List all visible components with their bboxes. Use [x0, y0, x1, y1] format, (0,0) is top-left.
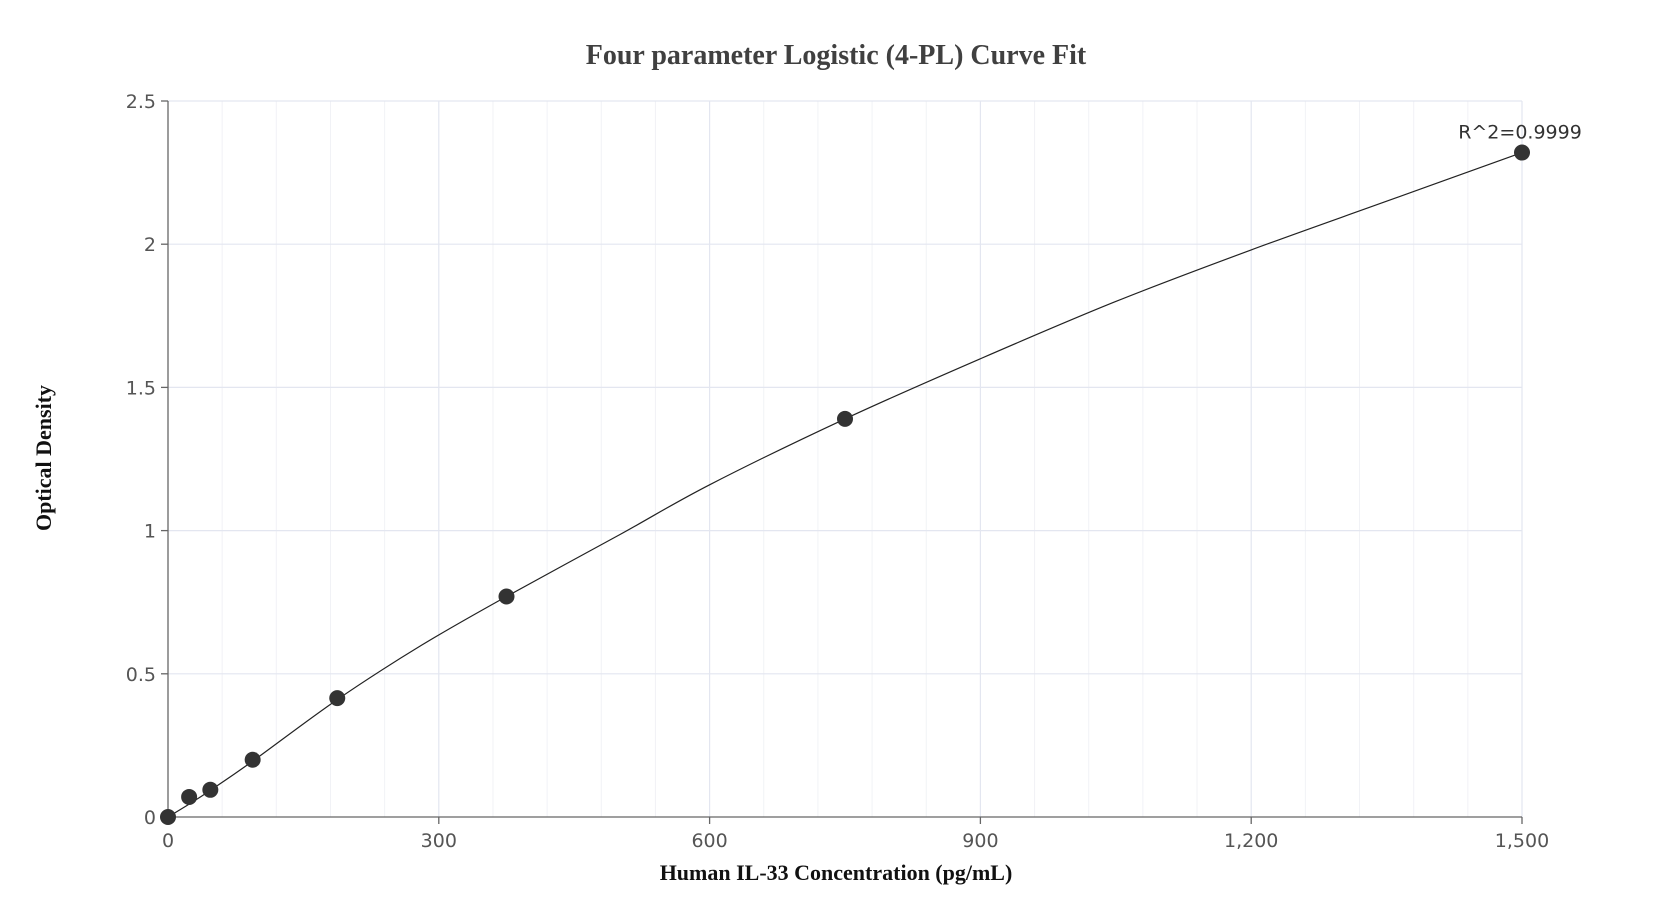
y-tick-label: 2.5 [126, 91, 156, 113]
data-point [181, 788, 198, 805]
data-point [498, 588, 515, 605]
x-tick-label: 600 [691, 830, 727, 852]
x-tick-label: 1,500 [1495, 830, 1549, 852]
data-point [1514, 144, 1530, 161]
grid [168, 100, 1523, 817]
data-point [329, 690, 346, 707]
chart-title: Four parameter Logistic (4-PL) Curve Fit [586, 40, 1087, 71]
data-point [202, 781, 219, 798]
y-axis-title: Optical Density [31, 385, 56, 531]
x-tick-label: 0 [162, 830, 174, 852]
data-point [837, 410, 853, 427]
x-tick-label: 900 [962, 830, 998, 852]
x-tick-label: 300 [421, 830, 457, 852]
y-tick-label: 0 [144, 807, 156, 829]
data-point [244, 751, 261, 768]
x-tick-label: 1,200 [1224, 830, 1278, 852]
axes: 0 0.5 1 1.5 2 2.5 0 300 600 900 1,200 1,500 [126, 91, 1549, 852]
data-points [160, 144, 1530, 825]
r-squared-annotation: R^2=0.9999 [1458, 122, 1582, 144]
fit-curve [167, 151, 1523, 818]
y-tick-label: 0.5 [126, 664, 156, 686]
y-tick-label: 2 [144, 234, 156, 256]
fit-curve-layer [167, 151, 1523, 818]
x-axis-title: Human IL-33 Concentration (pg/mL) [660, 860, 1013, 885]
data-point [160, 809, 176, 825]
y-tick-label: 1 [144, 521, 156, 543]
y-tick-label: 1.5 [126, 377, 156, 399]
